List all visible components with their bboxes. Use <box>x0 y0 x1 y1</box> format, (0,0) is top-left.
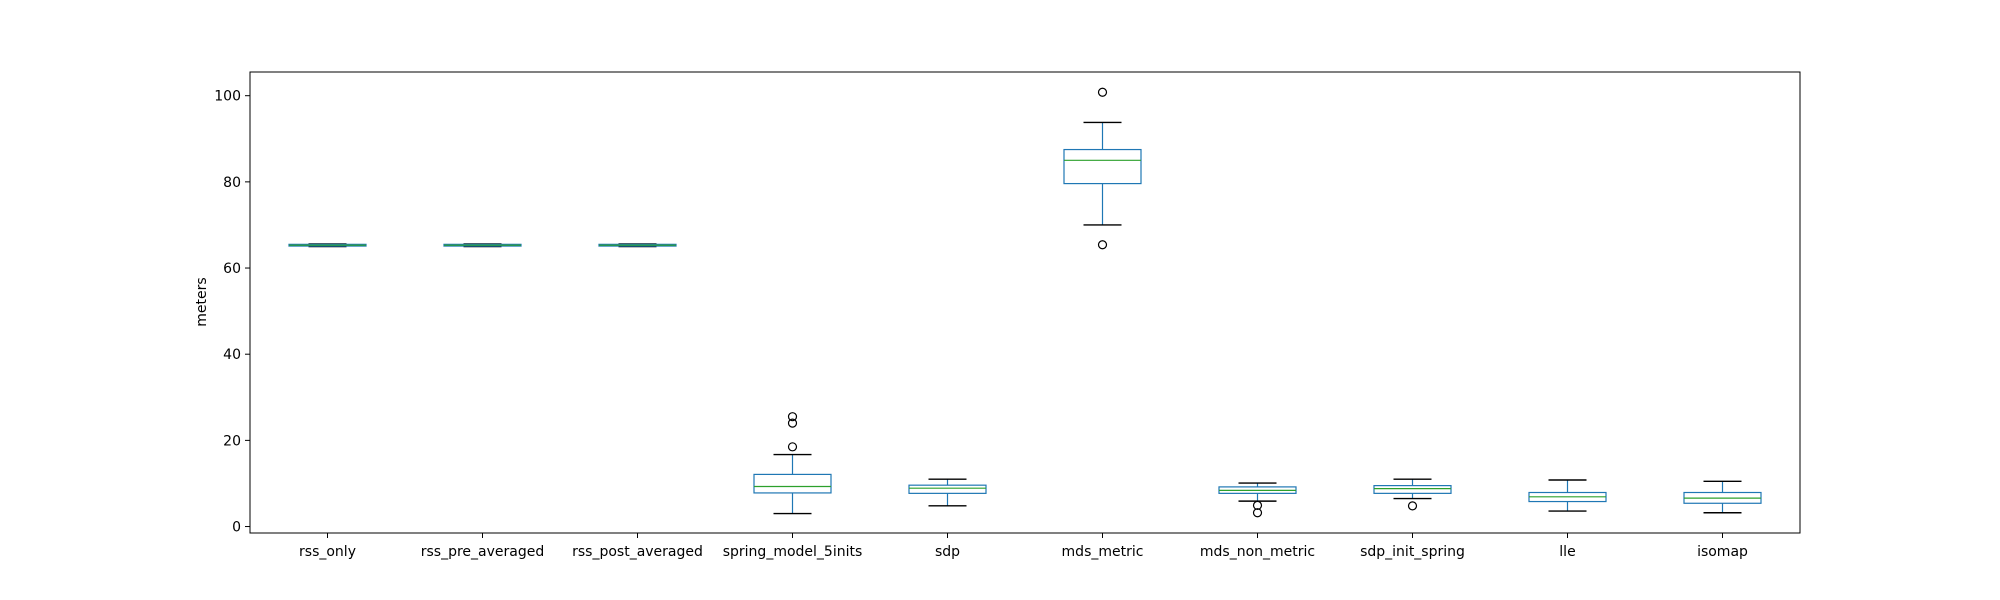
y-tick-label: 0 <box>232 520 241 536</box>
x-tick-label: isomap <box>1697 544 1748 560</box>
y-tick-label: 40 <box>223 347 241 363</box>
x-tick-label: mds_metric <box>1062 544 1144 560</box>
box-iqr <box>1373 485 1452 494</box>
x-tick-label: rss_pre_averaged <box>421 544 545 560</box>
x-axis: rss_only rss_pre_averaged rss_post_average… <box>299 533 1748 560</box>
x-tick-label: rss_only <box>299 544 356 560</box>
plot-frame <box>249 71 1801 534</box>
box-sdp_init_spring <box>1373 478 1452 511</box>
x-tick-label: rss_post_averaged <box>572 544 703 560</box>
box-iqr <box>908 484 987 494</box>
box-spring_model_5inits <box>753 412 832 515</box>
outlier-point <box>1097 240 1108 250</box>
outlier-point <box>787 442 798 452</box>
outlier-point <box>1097 87 1108 97</box>
outlier-point <box>787 412 798 422</box>
box-mds_metric <box>1063 87 1142 250</box>
box-rss_only <box>288 243 367 248</box>
box-mds_non_metric <box>1218 482 1297 518</box>
box-lle <box>1528 479 1607 512</box>
plot-area <box>250 72 1800 533</box>
x-tick-label: lle <box>1559 544 1575 560</box>
box-sdp <box>908 478 987 507</box>
x-tick-label: sdp_init_spring <box>1360 544 1465 560</box>
x-tick-label: mds_non_metric <box>1200 544 1315 560</box>
y-tick-label: 60 <box>223 261 241 277</box>
outlier-point <box>1252 508 1263 518</box>
plot-marks <box>288 87 1762 518</box>
outlier-point <box>1252 500 1263 511</box>
x-tick-label: sdp <box>935 544 960 560</box>
y-axis-label: meters <box>194 277 210 326</box>
y-tick-label: 80 <box>223 175 241 191</box>
y-tick-label: 100 <box>214 89 241 105</box>
outlier-point <box>1407 501 1418 511</box>
x-tick-label: spring_model_5inits <box>723 544 863 560</box>
y-tick-label: 20 <box>223 433 241 449</box>
y-axis: 0 20 40 60 80 100 <box>214 89 250 536</box>
box-isomap <box>1683 480 1762 514</box>
box-iqr <box>753 473 832 494</box>
box-rss_post_averaged <box>598 243 677 248</box>
box-iqr <box>1063 148 1142 185</box>
outlier-point <box>787 418 798 428</box>
box-rss_pre_averaged <box>443 243 522 248</box>
